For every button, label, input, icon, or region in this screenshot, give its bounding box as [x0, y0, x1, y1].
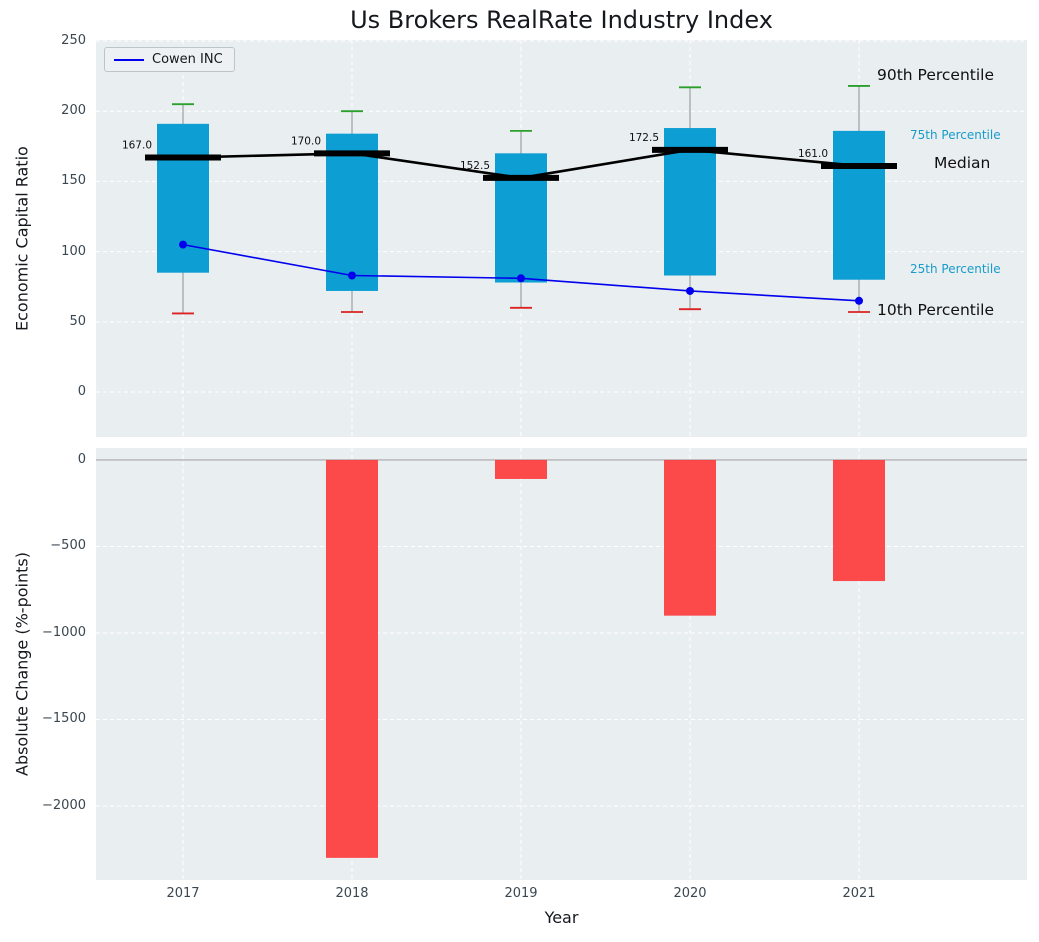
- y-tick-label: 0: [77, 384, 86, 400]
- x-axis-label: Year: [544, 908, 579, 927]
- iqr-box: [495, 153, 547, 283]
- y-tick-label: 150: [61, 173, 86, 189]
- legend: Cowen INC: [104, 47, 235, 72]
- x-tick-label: 2020: [673, 886, 707, 901]
- iqr-box: [157, 123, 209, 273]
- company-point: [855, 296, 863, 305]
- top-plot-area: 167.0 170.0 152.5 172.5 161.0: [96, 40, 1027, 437]
- annotation-90th-percentile: 90th Percentile: [877, 66, 995, 84]
- legend-label: Cowen INC: [152, 52, 223, 67]
- change-bar: [495, 459, 547, 479]
- change-bar: [833, 459, 885, 582]
- boxplot-chart: 167.0 170.0 152.5 172.5 161.0: [96, 40, 1027, 437]
- annotation-median: Median: [934, 154, 991, 172]
- median-value-label: 167.0: [122, 140, 152, 152]
- bar-chart: [96, 448, 1027, 880]
- annotation-10th-percentile: 10th Percentile: [877, 301, 995, 319]
- top-y-tick-labels: 0 50 100 150 200 250: [0, 33, 96, 437]
- y-tick-label: −1500: [42, 711, 86, 727]
- x-tick-label: 2021: [842, 886, 876, 901]
- y-tick-label: −1000: [42, 624, 86, 640]
- x-tick-label: 2017: [166, 886, 200, 901]
- x-tick-label: 2018: [335, 886, 369, 901]
- y-tick-label: −500: [50, 538, 86, 554]
- x-tick-label: 2019: [504, 886, 538, 901]
- y-tick-label: 250: [61, 32, 86, 48]
- iqr-box: [833, 130, 885, 280]
- company-point: [686, 286, 694, 295]
- company-point: [179, 240, 187, 249]
- median-value-label: 152.5: [460, 160, 490, 172]
- median-value-label: 172.5: [629, 132, 659, 144]
- median-value-label: 170.0: [291, 135, 321, 147]
- y-tick-label: 0: [77, 451, 86, 467]
- chart-title: Us Brokers RealRate Industry Index: [350, 6, 773, 34]
- company-point: [348, 271, 356, 280]
- bottom-plot-area: [96, 448, 1027, 880]
- annotation-75th-percentile: 75th Percentile: [910, 128, 1001, 142]
- company-point: [517, 274, 525, 283]
- change-bar: [326, 459, 378, 858]
- x-tick-labels: 2017 2018 2019 2020 2021: [96, 886, 1027, 906]
- bottom-y-tick-labels: 0 −500 −1000 −1500 −2000: [0, 448, 96, 880]
- median-value-label: 161.0: [798, 148, 828, 160]
- iqr-box: [326, 133, 378, 291]
- y-tick-label: 100: [61, 243, 86, 259]
- change-bar: [664, 459, 716, 616]
- annotation-25th-percentile: 25th Percentile: [910, 262, 1001, 276]
- y-tick-label: 50: [69, 313, 86, 329]
- legend-line-icon: [114, 58, 144, 61]
- y-tick-label: 200: [61, 103, 86, 119]
- y-tick-label: −2000: [42, 797, 86, 813]
